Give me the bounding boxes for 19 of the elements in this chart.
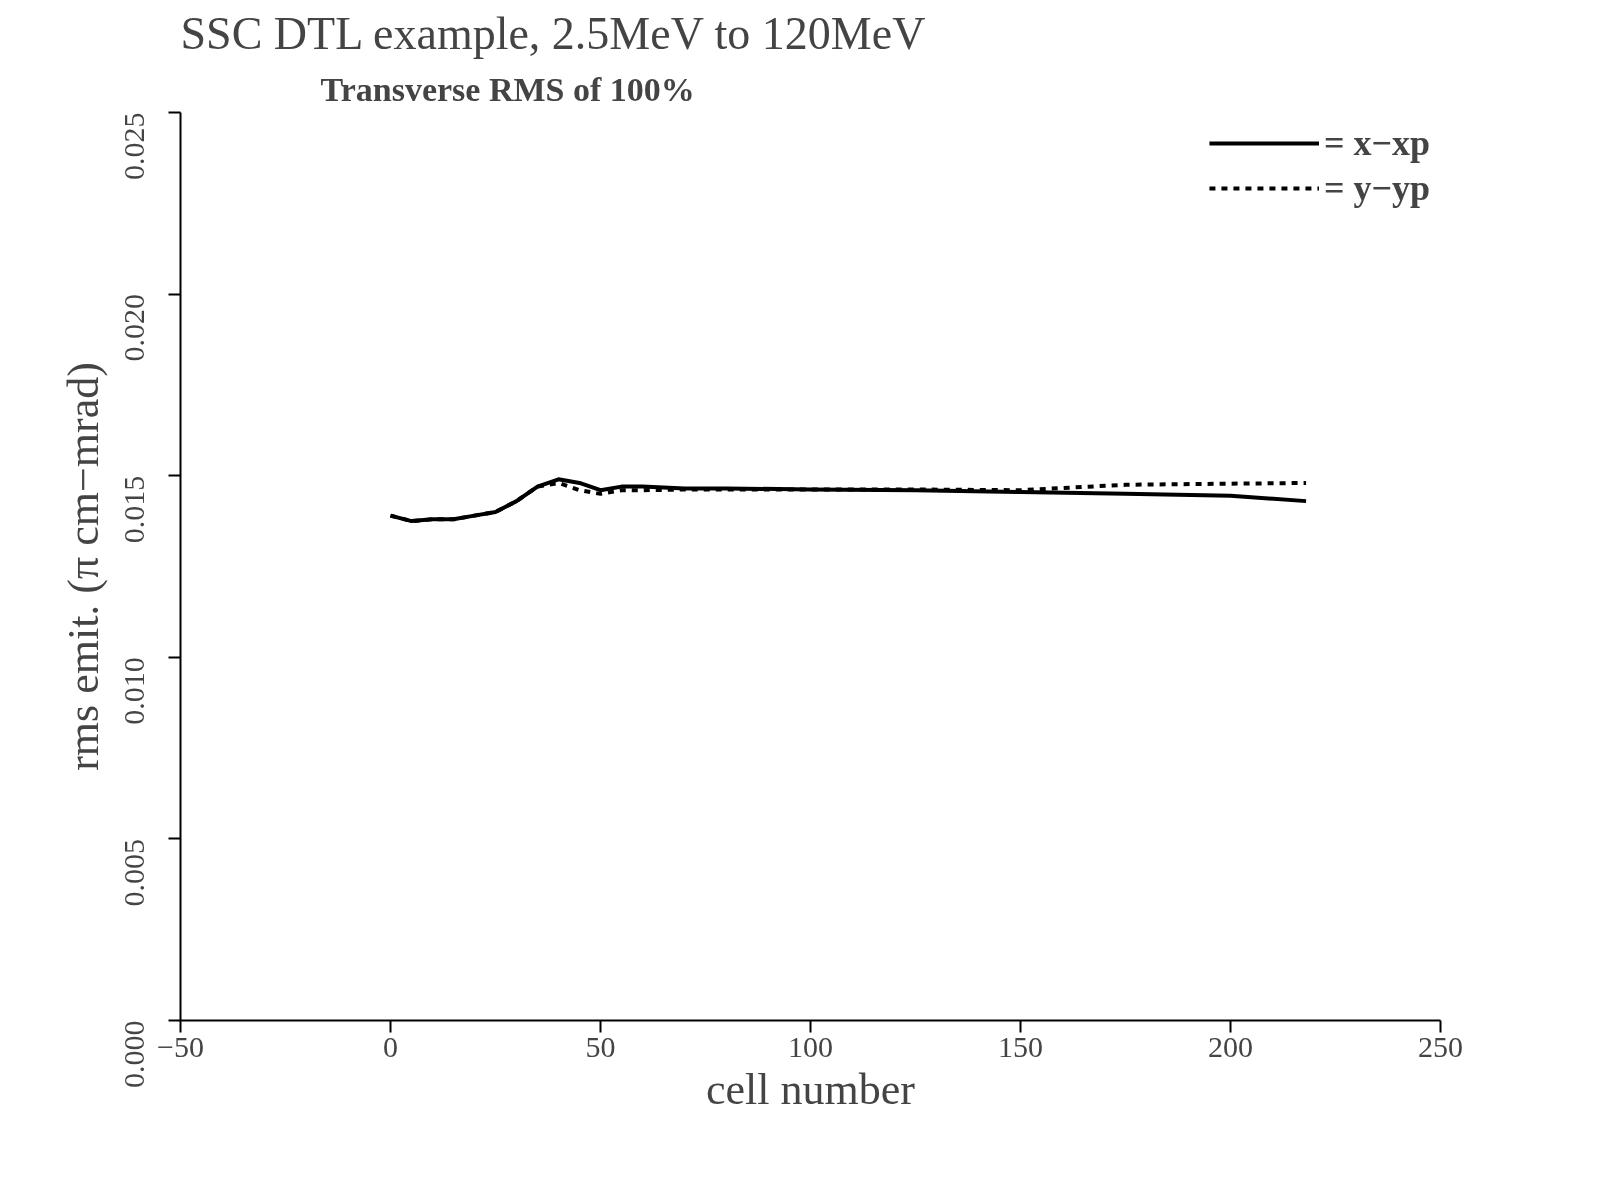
x-tick-label: 150 xyxy=(998,1029,1043,1063)
x-tick-label: 100 xyxy=(788,1029,833,1063)
legend-label: = x−xp xyxy=(1323,122,1430,164)
y-tick-label: 0.010 xyxy=(117,657,150,725)
chart-title: SSC DTL example, 2.5MeV to 120MeV xyxy=(180,7,926,59)
x-tick-label: 0 xyxy=(383,1029,398,1063)
x-tick-label: 200 xyxy=(1208,1029,1253,1063)
y-tick-label: 0.025 xyxy=(117,112,150,180)
x-tick-label: −50 xyxy=(157,1029,204,1063)
chart-subtitle: Transverse RMS of 100% xyxy=(320,70,695,108)
x-tick-label: 250 xyxy=(1418,1029,1463,1063)
y-tick-label: 0.005 xyxy=(117,838,150,907)
y-tick-label: 0.020 xyxy=(117,294,150,362)
y-tick-label: 0.015 xyxy=(117,475,150,544)
x-tick-label: 50 xyxy=(585,1029,616,1063)
x-axis-title: cell number xyxy=(706,1064,916,1114)
y-tick-label: 0.000 xyxy=(117,1020,150,1088)
y-axis-title: rms emit. (π cm−mrad) xyxy=(58,362,108,771)
legend-label: = y−yp xyxy=(1323,167,1430,209)
